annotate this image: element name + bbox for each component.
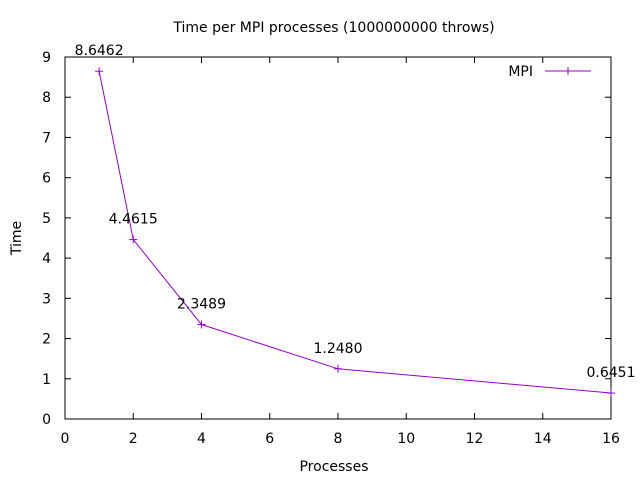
plot-border xyxy=(64,56,612,420)
y-tick-label: 8 xyxy=(42,90,51,106)
x-tick-label: 2 xyxy=(129,431,138,447)
x-axis-label: Processes xyxy=(299,459,368,475)
x-tick-label: 8 xyxy=(334,431,343,447)
legend-label-mpi: MPI xyxy=(508,64,533,80)
plot-frame xyxy=(64,56,612,420)
data-label: 0.6451 xyxy=(587,365,636,381)
x-tick-label: 12 xyxy=(466,431,484,447)
y-tick-label: 0 xyxy=(42,412,51,428)
y-axis: 0 1 2 3 4 5 6 7 8 9 xyxy=(42,50,611,428)
x-tick-label: 4 xyxy=(197,431,206,447)
data-label: 1.2480 xyxy=(314,341,363,357)
x-tick-label: 0 xyxy=(61,431,70,447)
legend: MPI xyxy=(508,64,591,80)
y-tick-label: 5 xyxy=(42,211,51,227)
x-tick-label: 14 xyxy=(534,431,552,447)
x-tick-label: 16 xyxy=(602,431,620,447)
y-tick-label: 9 xyxy=(42,50,51,66)
series-layer: 8.6462 4.4615 2.3489 1.2480 0.6451 xyxy=(75,43,636,398)
y-tick-label: 7 xyxy=(42,130,51,146)
y-tick-label: 1 xyxy=(42,372,51,388)
y-axis-label: Time xyxy=(9,221,25,256)
y-tick-label: 6 xyxy=(42,171,51,187)
data-point xyxy=(129,235,138,244)
x-tick-label: 6 xyxy=(265,431,274,447)
data-point xyxy=(607,389,615,398)
data-point xyxy=(95,67,104,76)
y-tick-label: 2 xyxy=(42,332,51,348)
y-tick-label: 4 xyxy=(42,251,51,267)
data-label: 2.3489 xyxy=(177,297,226,313)
data-label: 4.4615 xyxy=(109,212,158,228)
data-point xyxy=(334,364,342,373)
data-label: 8.6462 xyxy=(75,43,124,59)
y-tick-label: 3 xyxy=(42,291,51,307)
chart-title: Time per MPI processes (1000000000 throw… xyxy=(172,20,494,36)
data-point xyxy=(197,320,206,329)
x-axis: 0 2 4 6 8 10 12 14 16 xyxy=(61,57,620,447)
x-tick-label: 10 xyxy=(397,431,415,447)
